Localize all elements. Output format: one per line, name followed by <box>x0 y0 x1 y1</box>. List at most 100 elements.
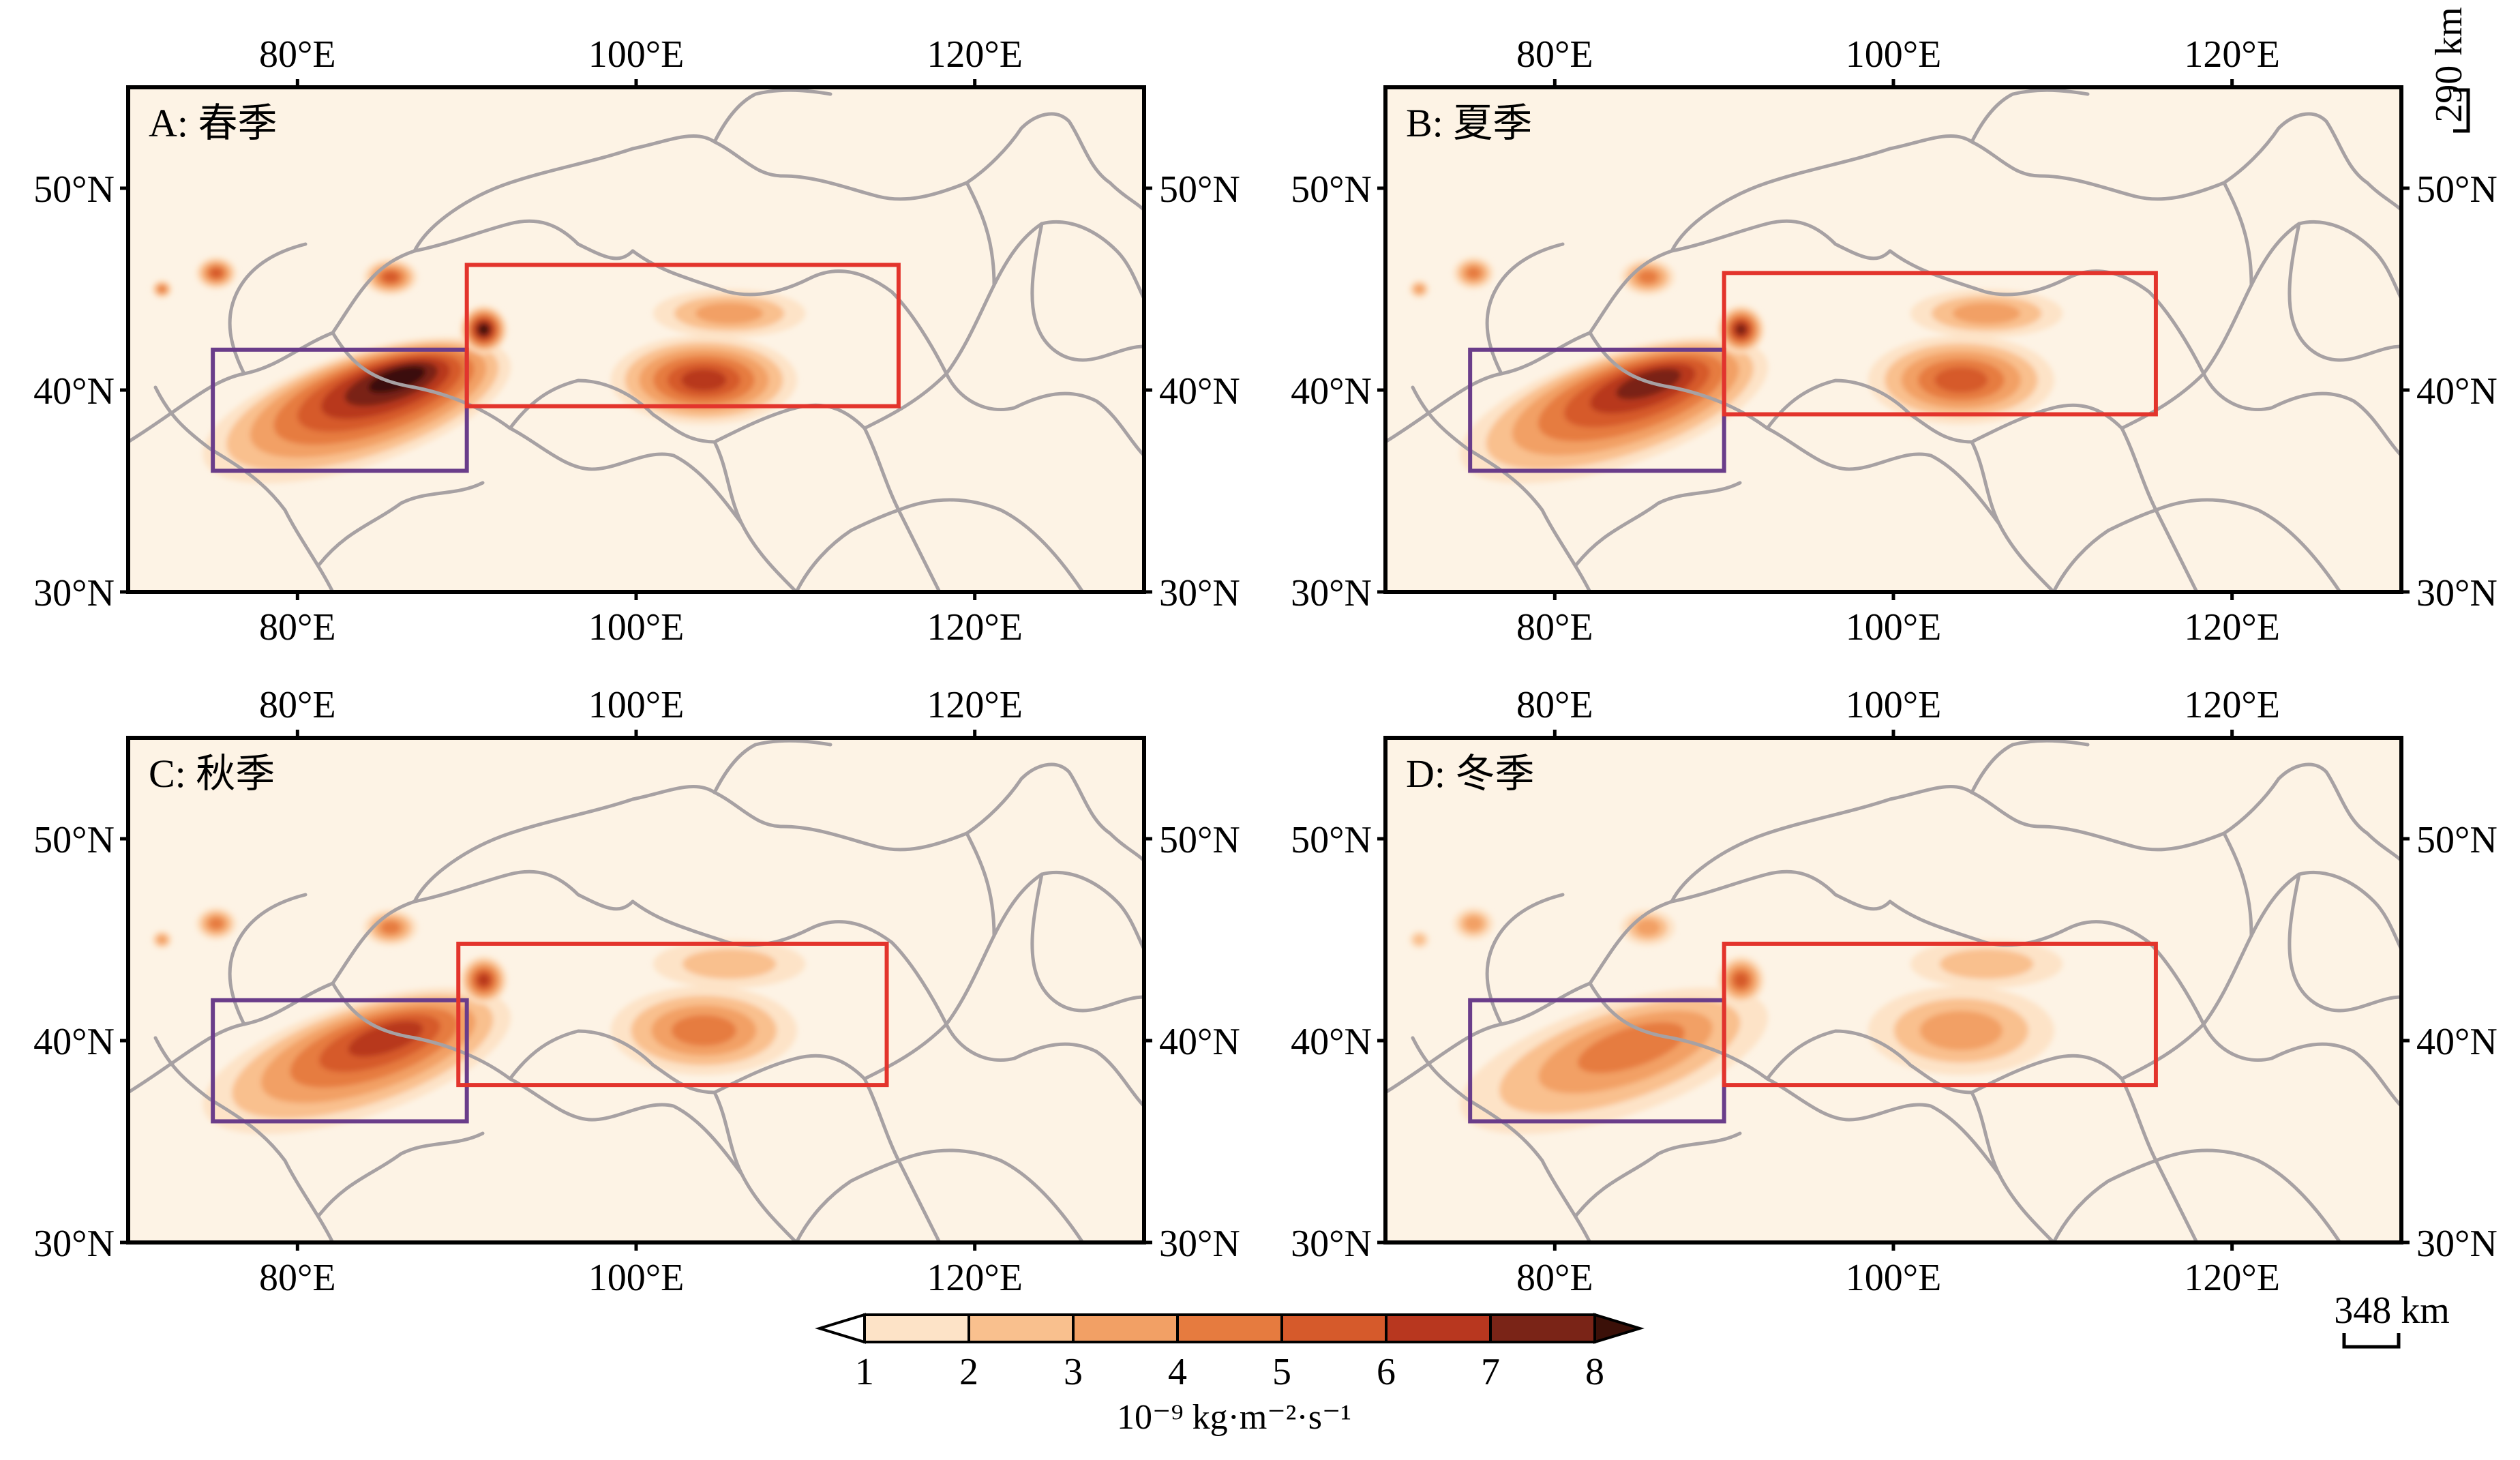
lat-tick-label: 50°N <box>1291 819 1372 861</box>
lon-tick-label: 120°E <box>2184 606 2280 649</box>
lat-tick-label: 40°N <box>2416 370 2498 413</box>
dust-contour <box>1919 1011 2003 1051</box>
map-panel-autumn: C: 秋季 80°E 80°E 100°E 100°E 120°E 120°E 30°N 30°… <box>33 684 1240 1299</box>
lat-tick-label: 40°N <box>2416 1021 2498 1063</box>
panel-label: B: 夏季 <box>1406 101 1532 145</box>
dust-emission-field <box>151 256 806 483</box>
map-panel-winter: D: 冬季 80°E 80°E 100°E 100°E 120°E 120°E 30°N 30°… <box>1291 684 2498 1299</box>
lon-tick-label: 120°E <box>927 33 1023 76</box>
colorbar-segment <box>967 1313 1075 1343</box>
colorbar-segment <box>863 1313 970 1343</box>
lat-tick-label: 30°N <box>2416 1223 2498 1265</box>
colorbar-segment <box>1489 1313 1596 1343</box>
colorbar-over-arrow <box>1593 1313 1645 1344</box>
dust-contour <box>479 325 488 334</box>
dust-contour <box>682 949 777 979</box>
lat-tick-label: 50°N <box>1159 819 1240 861</box>
lon-tick-label: 100°E <box>588 606 685 649</box>
panel-label: D: 冬季 <box>1406 751 1535 796</box>
horizontal-scale-label: 348 km <box>2334 1290 2450 1332</box>
dust-contour <box>210 268 222 278</box>
east-region-box <box>464 263 901 408</box>
lat-tick-label: 50°N <box>2416 168 2498 211</box>
lat-tick-label: 30°N <box>33 572 115 614</box>
dust-emission-field <box>151 907 806 1134</box>
dust-emission-field <box>1409 907 2063 1134</box>
lat-tick-label: 50°N <box>33 168 115 211</box>
colorbar-segment <box>1280 1313 1388 1343</box>
east-region-box <box>456 941 889 1088</box>
vertical-scale-label: 290 km <box>2428 7 2470 123</box>
colorbar-tick-label: 1 <box>855 1351 874 1393</box>
lon-tick-label: 100°E <box>1846 684 1942 726</box>
lat-tick-label: 30°N <box>1159 572 1240 614</box>
map-panel-spring: A: 春季 80°E 80°E 100°E 100°E 120°E 120°E 30°N 30°… <box>33 33 1240 649</box>
dust-contour <box>1636 919 1660 936</box>
lat-tick-label: 40°N <box>33 370 115 413</box>
west-region-box <box>211 998 469 1124</box>
lat-tick-label: 40°N <box>1159 370 1240 413</box>
lat-tick-label: 40°N <box>1159 1021 1240 1063</box>
lon-tick-label: 100°E <box>1846 1257 1942 1299</box>
lon-tick-label: 80°E <box>259 33 336 76</box>
map-background <box>1385 738 2401 1242</box>
west-region-box <box>211 347 469 473</box>
dust-emission-field <box>1409 256 2063 483</box>
dust-contour <box>348 1021 423 1057</box>
lat-tick-label: 30°N <box>2416 572 2498 614</box>
dust-contour <box>158 936 167 944</box>
east-region-box <box>1722 941 2158 1088</box>
dust-contour <box>671 1015 736 1046</box>
dust-contour <box>1934 367 1988 393</box>
colorbar-tick-label: 2 <box>959 1351 978 1393</box>
dust-contour <box>382 271 399 282</box>
colorbar: 1 2 3 4 5 6 7 8 <box>815 1313 1645 1393</box>
lat-tick-label: 30°N <box>1291 572 1372 614</box>
lon-tick-label: 80°E <box>1516 606 1593 649</box>
map-background <box>128 87 1144 592</box>
colorbar-segment <box>1385 1313 1492 1343</box>
colorbar-tick-label: 8 <box>1585 1351 1604 1393</box>
colorbar-tick-label: 7 <box>1481 1351 1500 1393</box>
lon-tick-label: 120°E <box>2184 33 2280 76</box>
colorbar-tick-label: 3 <box>1064 1351 1083 1393</box>
colorbar-segment <box>1176 1313 1283 1343</box>
lat-tick-label: 50°N <box>33 819 115 861</box>
colorbar-segment <box>1072 1313 1179 1343</box>
lon-tick-label: 100°E <box>588 33 685 76</box>
lon-tick-label: 80°E <box>259 606 336 649</box>
dust-contour <box>1466 267 1481 279</box>
lat-tick-label: 50°N <box>1291 168 1372 211</box>
lon-tick-label: 80°E <box>1516 1257 1593 1299</box>
dust-contour <box>478 974 490 986</box>
lat-tick-label: 30°N <box>1159 1223 1240 1265</box>
lon-tick-label: 120°E <box>927 606 1023 649</box>
dust-contour <box>158 286 166 293</box>
dust-contour <box>1415 285 1424 293</box>
lon-tick-label: 80°E <box>1516 684 1593 726</box>
lon-tick-label: 80°E <box>259 684 336 726</box>
dust-contour <box>681 369 727 391</box>
vertical-scale-bar: 290 km <box>2428 7 2470 133</box>
lat-tick-label: 40°N <box>1291 370 1372 413</box>
colorbar-tick-label: 5 <box>1272 1351 1291 1393</box>
lon-tick-label: 80°E <box>1516 33 1593 76</box>
lat-tick-label: 50°N <box>1159 168 1240 211</box>
dust-contour <box>1638 270 1657 284</box>
dust-contour <box>1413 934 1426 946</box>
lon-tick-label: 120°E <box>927 684 1023 726</box>
lon-tick-label: 120°E <box>2184 684 2280 726</box>
lon-tick-label: 100°E <box>1846 33 1942 76</box>
dust-contour <box>209 918 224 929</box>
dust-contour <box>1464 916 1483 931</box>
map-panel-summer: B: 夏季 80°E 80°E 100°E 100°E 120°E 120°E 30°N 30°… <box>1291 33 2498 649</box>
map-background <box>1385 87 2401 592</box>
dust-contour <box>1736 324 1746 335</box>
dust-contour <box>381 921 400 934</box>
dust-contour <box>1939 949 2034 979</box>
map-background <box>128 738 1144 1242</box>
lat-tick-label: 30°N <box>1291 1223 1372 1265</box>
lat-tick-label: 40°N <box>33 1021 115 1063</box>
lon-tick-label: 100°E <box>1846 606 1942 649</box>
